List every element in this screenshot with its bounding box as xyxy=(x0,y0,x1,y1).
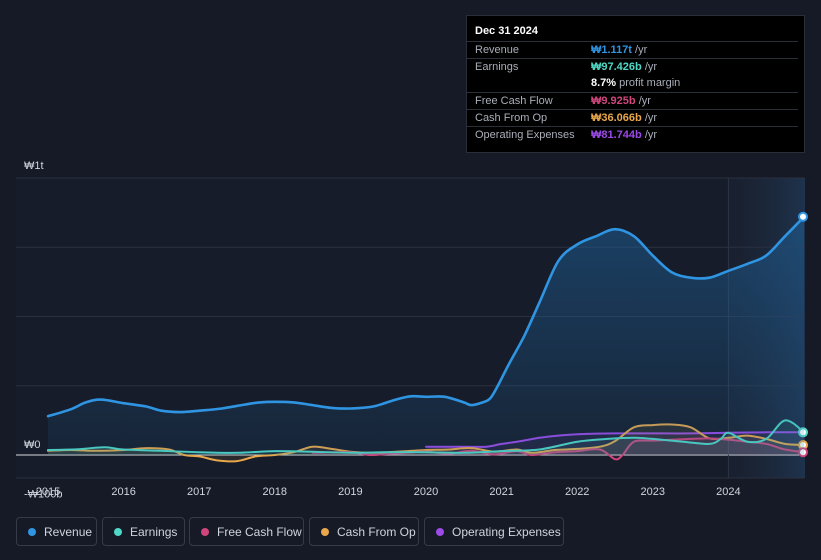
tooltip-value: ₩81.744b /yr xyxy=(591,129,658,141)
tooltip-value: ₩97.426b /yr xyxy=(591,61,658,73)
tooltip-label: Earnings xyxy=(475,61,519,73)
x-tick-label: 2019 xyxy=(338,486,362,498)
tooltip-panel: Dec 31 2024 Revenue ₩1.117t /yr Earnings… xyxy=(466,15,805,153)
legend-label: Earnings xyxy=(130,524,178,539)
legend-item-cfo[interactable]: Cash From Op xyxy=(309,517,419,546)
x-axis: 2015 2016 2017 2018 2019 2020 2021 2022 2023 2024 xyxy=(36,486,741,498)
x-tick-label: 2020 xyxy=(414,486,438,498)
legend-dot-icon xyxy=(114,527,122,536)
tooltip-label: Revenue xyxy=(475,44,520,56)
legend-dot-icon xyxy=(436,527,444,536)
y-tick-label: -₩100b xyxy=(24,489,63,501)
legend-label: Operating Expenses xyxy=(452,524,561,539)
tooltip-row-opex: Operating Expenses ₩81.744b /yr xyxy=(467,126,798,144)
tooltip-value: ₩36.066b /yr xyxy=(591,112,658,124)
x-tick-label: 2024 xyxy=(716,486,740,498)
tooltip-value: ₩1.117t /yr xyxy=(591,44,648,56)
legend-label: Revenue xyxy=(44,524,93,539)
legend-item-earnings[interactable]: Earnings xyxy=(102,517,185,546)
x-tick-label: 2022 xyxy=(565,486,589,498)
tooltip-label: Operating Expenses xyxy=(475,129,575,141)
x-tick-label: 2023 xyxy=(641,486,665,498)
revenue-line xyxy=(46,215,806,418)
revenue-end-marker xyxy=(798,211,808,222)
legend-label: Free Cash Flow xyxy=(217,524,302,539)
x-tick-label: 2017 xyxy=(187,486,211,498)
tooltip-date: Dec 31 2024 xyxy=(475,25,538,37)
x-tick-label: 2015 xyxy=(36,486,60,498)
tooltip-row-fcf: Free Cash Flow ₩9.925b /yr xyxy=(467,92,798,110)
y-tick-label: ₩1t xyxy=(24,160,44,172)
y-tick-label: ₩0 xyxy=(24,439,41,451)
tooltip-value: 8.7% profit margin xyxy=(591,77,681,89)
legend-dot-icon xyxy=(321,527,329,536)
tooltip-row-earnings: Earnings ₩97.426b /yr xyxy=(467,58,798,76)
legend-dot-icon xyxy=(201,527,209,536)
x-tick-label: 2021 xyxy=(489,486,513,498)
legend-item-opex[interactable]: Operating Expenses xyxy=(424,517,564,546)
legend-item-revenue[interactable]: Revenue xyxy=(16,517,97,546)
tooltip-label: Free Cash Flow xyxy=(475,95,553,107)
x-tick-label: 2018 xyxy=(263,486,287,498)
series-layer xyxy=(46,211,808,463)
legend-item-fcf[interactable]: Free Cash Flow xyxy=(189,517,304,546)
x-tick-label: 2016 xyxy=(111,486,135,498)
tooltip-row-cfo: Cash From Op ₩36.066b /yr xyxy=(467,109,798,127)
revenue-area xyxy=(48,216,804,455)
tooltip-row-margin: 8.7% profit margin xyxy=(467,75,798,92)
legend-dot-icon xyxy=(28,527,36,536)
y-axis: ₩1t ₩0 -₩100b xyxy=(24,160,63,501)
tooltip-row-revenue: Revenue ₩1.117t /yr xyxy=(467,41,798,59)
legend-label: Cash From Op xyxy=(337,524,416,539)
tooltip-label: Cash From Op xyxy=(475,112,548,124)
tooltip-value: ₩9.925b /yr xyxy=(591,95,651,107)
